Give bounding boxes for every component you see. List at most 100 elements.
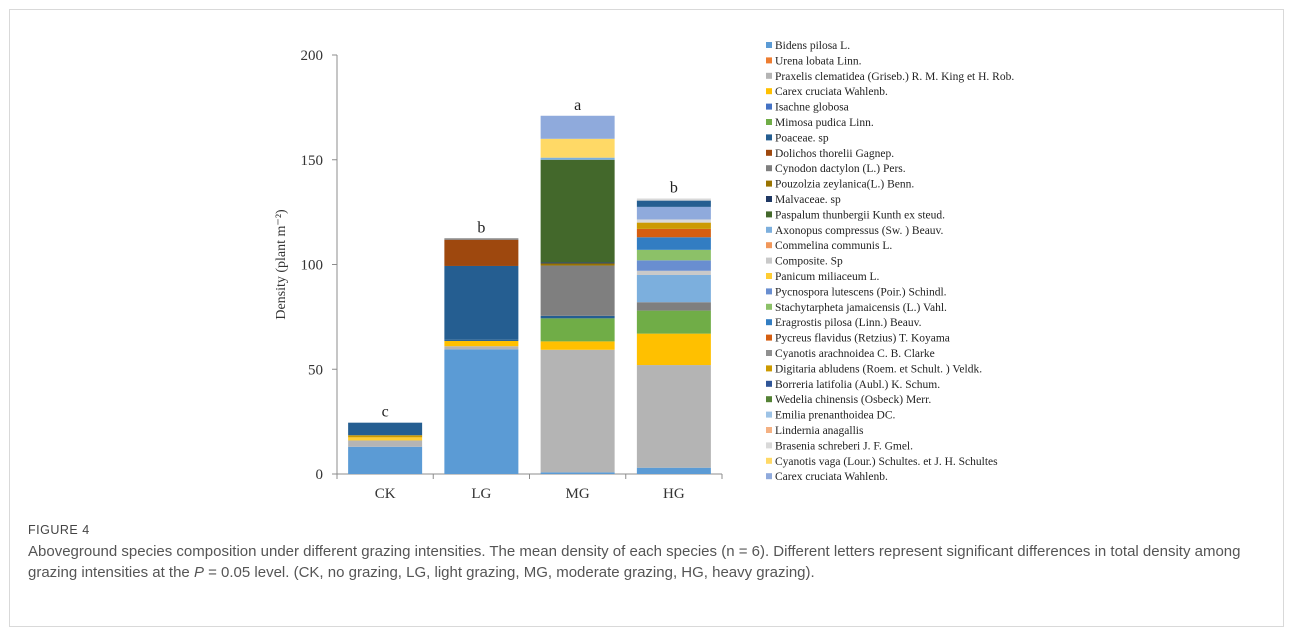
bar-segment (540, 263, 615, 266)
bar-segment (540, 265, 615, 316)
significance-letter: b (670, 180, 678, 197)
y-tick-label: 50 (308, 362, 323, 378)
bars (348, 115, 711, 474)
x-tick-label: CK (375, 486, 396, 502)
legend-label: Poaceae. sp (775, 132, 829, 144)
legend-swatch (766, 57, 772, 64)
legend-swatch (766, 180, 772, 187)
legend-label: Carex cruciata Wahlenb. (775, 86, 888, 98)
legend-swatch (766, 88, 772, 95)
legend-swatch (766, 303, 772, 310)
bar-segment (540, 318, 615, 342)
bar-segment (540, 315, 615, 319)
legend-label: Mimosa pudica Linn. (775, 117, 874, 129)
legend-swatch (766, 396, 772, 403)
bar-segment (540, 262, 615, 264)
legend-swatch (766, 211, 772, 218)
legend-swatch (766, 442, 772, 449)
y-axis-label: Density (plant m⁻²) (274, 209, 289, 320)
legend-label: Urena lobata Linn. (775, 55, 862, 67)
legend-label: Stachytarpheta jamaicensis (L.) Vahl. (775, 302, 947, 314)
legend-label: Bidens pilosa L. (775, 40, 850, 52)
legend-label: Brasenia schreberi J. F. Gmel. (775, 440, 913, 452)
legend-swatch (766, 72, 772, 79)
legend-label: Eragrostis pilosa (Linn.) Beauv. (775, 317, 922, 329)
bar-segment (540, 472, 615, 474)
bar-segment (540, 349, 615, 473)
bar-segment (444, 265, 519, 340)
bar-segment (636, 237, 711, 250)
caption-post: = 0.05 level. (CK, no grazing, LG, light… (203, 564, 815, 581)
caption-pre: Aboveground species composition under di… (28, 543, 1241, 581)
legend-label: Digitaria abludens (Roem. et Schult. ) V… (775, 363, 982, 375)
bar-segment (444, 339, 519, 341)
legend-swatch (766, 411, 772, 418)
legend-swatch (766, 334, 772, 341)
legend-swatch (766, 165, 772, 172)
bar-segment (636, 270, 711, 275)
legend-label: Panicum miliaceum L. (775, 271, 880, 283)
bar-segment (636, 206, 711, 220)
bar-segment (444, 340, 519, 347)
legend-label: Commelina communis L. (775, 240, 892, 252)
bar-segment (540, 115, 615, 139)
bar-segment (636, 274, 711, 303)
legend-swatch (766, 257, 772, 264)
legend-label: Dolichos thorelii Gagnep. (775, 148, 894, 160)
legend-swatch (766, 350, 772, 356)
bar-segment (636, 222, 711, 229)
significance-letter: c (382, 404, 389, 421)
legend-swatch (766, 196, 772, 202)
bar-segment (348, 446, 423, 474)
bar-segment (444, 349, 519, 474)
bar-segment (540, 341, 615, 350)
legend-label: Carex cruciata Wahlenb. (775, 471, 888, 483)
caption-text: Aboveground species composition under di… (28, 541, 1268, 583)
legend-label: Paspalum thunbergii Kunth ex steud. (775, 209, 945, 221)
bar-segment (348, 440, 423, 447)
y-tick-label: 150 (301, 153, 324, 169)
legend-swatch (766, 149, 772, 156)
bar-segment (636, 310, 711, 334)
legend-swatch (766, 319, 772, 326)
bar-segment (636, 467, 711, 474)
legend-swatch (766, 119, 772, 125)
bar-segment (348, 437, 423, 441)
bar-segment (636, 260, 711, 271)
bar-segment (444, 238, 519, 240)
bar-segment (636, 198, 711, 201)
legend-swatch (766, 427, 772, 433)
legend-label: Malvaceae. sp (775, 194, 841, 206)
y-tick-label: 200 (301, 48, 324, 64)
legend-swatch (766, 103, 772, 110)
labels: c b a b (382, 97, 678, 421)
legend-label: Axonopus compressus (Sw. ) Beauv. (775, 225, 944, 237)
legend-swatch (766, 226, 772, 233)
y-tick-label: 0 (316, 467, 324, 483)
bar-segment (636, 333, 711, 366)
bar-segment (636, 219, 711, 223)
caption-p: P (193, 564, 204, 581)
bar-segment (348, 422, 423, 436)
legend-swatch (766, 242, 772, 249)
legend-swatch (766, 365, 772, 372)
bar-segment (540, 157, 615, 160)
legend-swatch (766, 457, 772, 464)
bar-segment (636, 365, 711, 468)
bar-segment (444, 239, 519, 266)
legend-swatch (766, 473, 772, 480)
legend-label: Emilia prenanthoidea DC. (775, 410, 896, 422)
significance-letter: a (574, 97, 581, 114)
legend-label: Pycreus flavidus (Retzius) T. Koyama (775, 333, 950, 345)
bar-segment (348, 435, 423, 438)
figure-label: FIGURE 4 (28, 523, 90, 537)
bar-segment (636, 200, 711, 207)
bar-segment (444, 346, 519, 350)
legend-label: Cynodon dactylon (L.) Pers. (775, 163, 906, 175)
legend-label: Isachne globosa (775, 102, 849, 114)
figure-caption: FIGURE 4 Aboveground species composition… (28, 523, 1268, 583)
legend-swatch (766, 380, 772, 387)
bar-segment (636, 249, 711, 261)
legend-label: Lindernia anagallis (775, 425, 864, 437)
